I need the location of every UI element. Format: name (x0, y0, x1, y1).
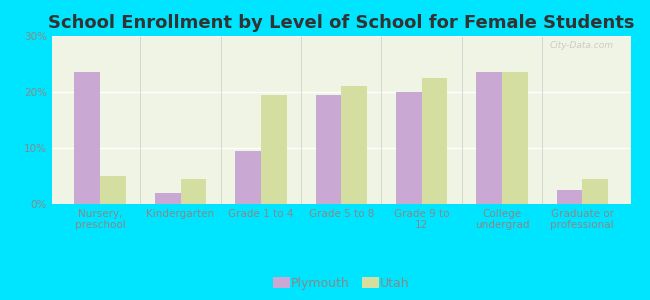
Bar (476, 72, 502, 204)
Text: City-Data.com: City-Data.com (549, 41, 613, 50)
Bar (582, 179, 608, 204)
Bar (261, 95, 287, 204)
Bar (315, 95, 341, 204)
Bar (75, 72, 100, 204)
Bar (396, 92, 422, 204)
Bar (502, 72, 528, 204)
Title: School Enrollment by Level of School for Female Students: School Enrollment by Level of School for… (48, 14, 634, 32)
Bar (556, 190, 582, 204)
Legend: Plymouth, Utah: Plymouth, Utah (268, 272, 414, 295)
Bar (155, 193, 181, 204)
Bar (100, 176, 126, 204)
Bar (181, 179, 206, 204)
Bar (341, 86, 367, 204)
Bar (235, 151, 261, 204)
Bar (422, 78, 447, 204)
